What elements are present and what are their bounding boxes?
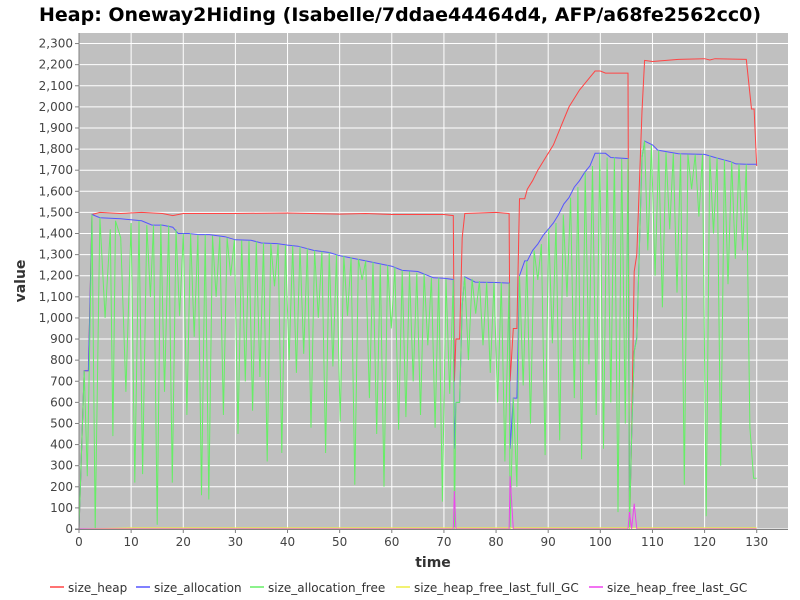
y-tick-label: 300 bbox=[50, 459, 73, 473]
y-tick-label: 1,900 bbox=[39, 121, 73, 135]
legend-label: size_heap bbox=[68, 581, 127, 595]
y-tick-label: 1,600 bbox=[39, 184, 73, 198]
plot-area bbox=[79, 33, 788, 529]
x-tick-label: 60 bbox=[384, 535, 399, 549]
legend-item-size_allocation: size_allocation bbox=[136, 581, 242, 595]
y-tick-label: 2,200 bbox=[39, 58, 73, 72]
y-tick-label: 1,400 bbox=[39, 227, 73, 241]
y-tick-label: 0 bbox=[65, 522, 73, 536]
chart-title: Heap: Oneway2Hiding (Isabelle/7ddae44464… bbox=[39, 4, 761, 26]
x-tick-label: 10 bbox=[123, 535, 138, 549]
axes: 01002003004005006007008009001,0001,1001,… bbox=[39, 33, 788, 549]
x-tick-label: 70 bbox=[436, 535, 451, 549]
x-tick-label: 0 bbox=[75, 535, 83, 549]
series-line-size_allocation_free bbox=[78, 141, 757, 530]
y-tick-label: 800 bbox=[50, 353, 73, 367]
legend-item-size_heap: size_heap bbox=[50, 581, 127, 595]
y-tick-label: 1,800 bbox=[39, 142, 73, 156]
y-tick-label: 900 bbox=[50, 332, 73, 346]
x-tick-label: 20 bbox=[176, 535, 191, 549]
x-tick-label: 100 bbox=[589, 535, 612, 549]
y-tick-label: 100 bbox=[50, 501, 73, 515]
legend-label: size_allocation_free bbox=[268, 581, 385, 595]
y-tick-label: 1,500 bbox=[39, 205, 73, 219]
y-tick-label: 2,300 bbox=[39, 37, 73, 51]
y-tick-label: 1,700 bbox=[39, 163, 73, 177]
x-tick-label: 30 bbox=[228, 535, 243, 549]
y-axis-label: value bbox=[13, 260, 29, 303]
x-tick-label: 80 bbox=[488, 535, 503, 549]
x-tick-label: 40 bbox=[280, 535, 295, 549]
y-tick-label: 700 bbox=[50, 374, 73, 388]
series-lines bbox=[78, 58, 758, 530]
y-tick-label: 1,000 bbox=[39, 311, 73, 325]
x-tick-label: 120 bbox=[693, 535, 716, 549]
x-tick-label: 50 bbox=[332, 535, 347, 549]
x-tick-label: 130 bbox=[745, 535, 768, 549]
legend-item-size_heap_free_last_full_GC: size_heap_free_last_full_GC bbox=[396, 581, 579, 595]
y-tick-label: 2,100 bbox=[39, 79, 73, 93]
series-line-size_heap bbox=[78, 58, 758, 530]
x-tick-label: 110 bbox=[641, 535, 664, 549]
x-axis-label: time bbox=[415, 555, 451, 571]
y-tick-label: 2,000 bbox=[39, 100, 73, 114]
legend-label: size_heap_free_last_full_GC bbox=[414, 581, 579, 595]
y-tick-label: 1,300 bbox=[39, 248, 73, 262]
legend-label: size_allocation bbox=[154, 581, 242, 595]
legend-item-size_heap_free_last_GC: size_heap_free_last_GC bbox=[589, 581, 747, 595]
y-tick-label: 400 bbox=[50, 438, 73, 452]
series-line-size_heap_free_last_full_GC bbox=[78, 527, 757, 530]
y-tick-label: 1,100 bbox=[39, 290, 73, 304]
legend-item-size_allocation_free: size_allocation_free bbox=[250, 581, 385, 595]
y-tick-label: 200 bbox=[50, 480, 73, 494]
y-tick-label: 500 bbox=[50, 416, 73, 430]
legend-label: size_heap_free_last_GC bbox=[607, 581, 747, 595]
y-tick-label: 600 bbox=[50, 395, 73, 409]
y-tick-label: 1,200 bbox=[39, 269, 73, 283]
legend: size_heap size_allocation size_allocation_… bbox=[50, 581, 747, 595]
x-tick-label: 90 bbox=[541, 535, 556, 549]
